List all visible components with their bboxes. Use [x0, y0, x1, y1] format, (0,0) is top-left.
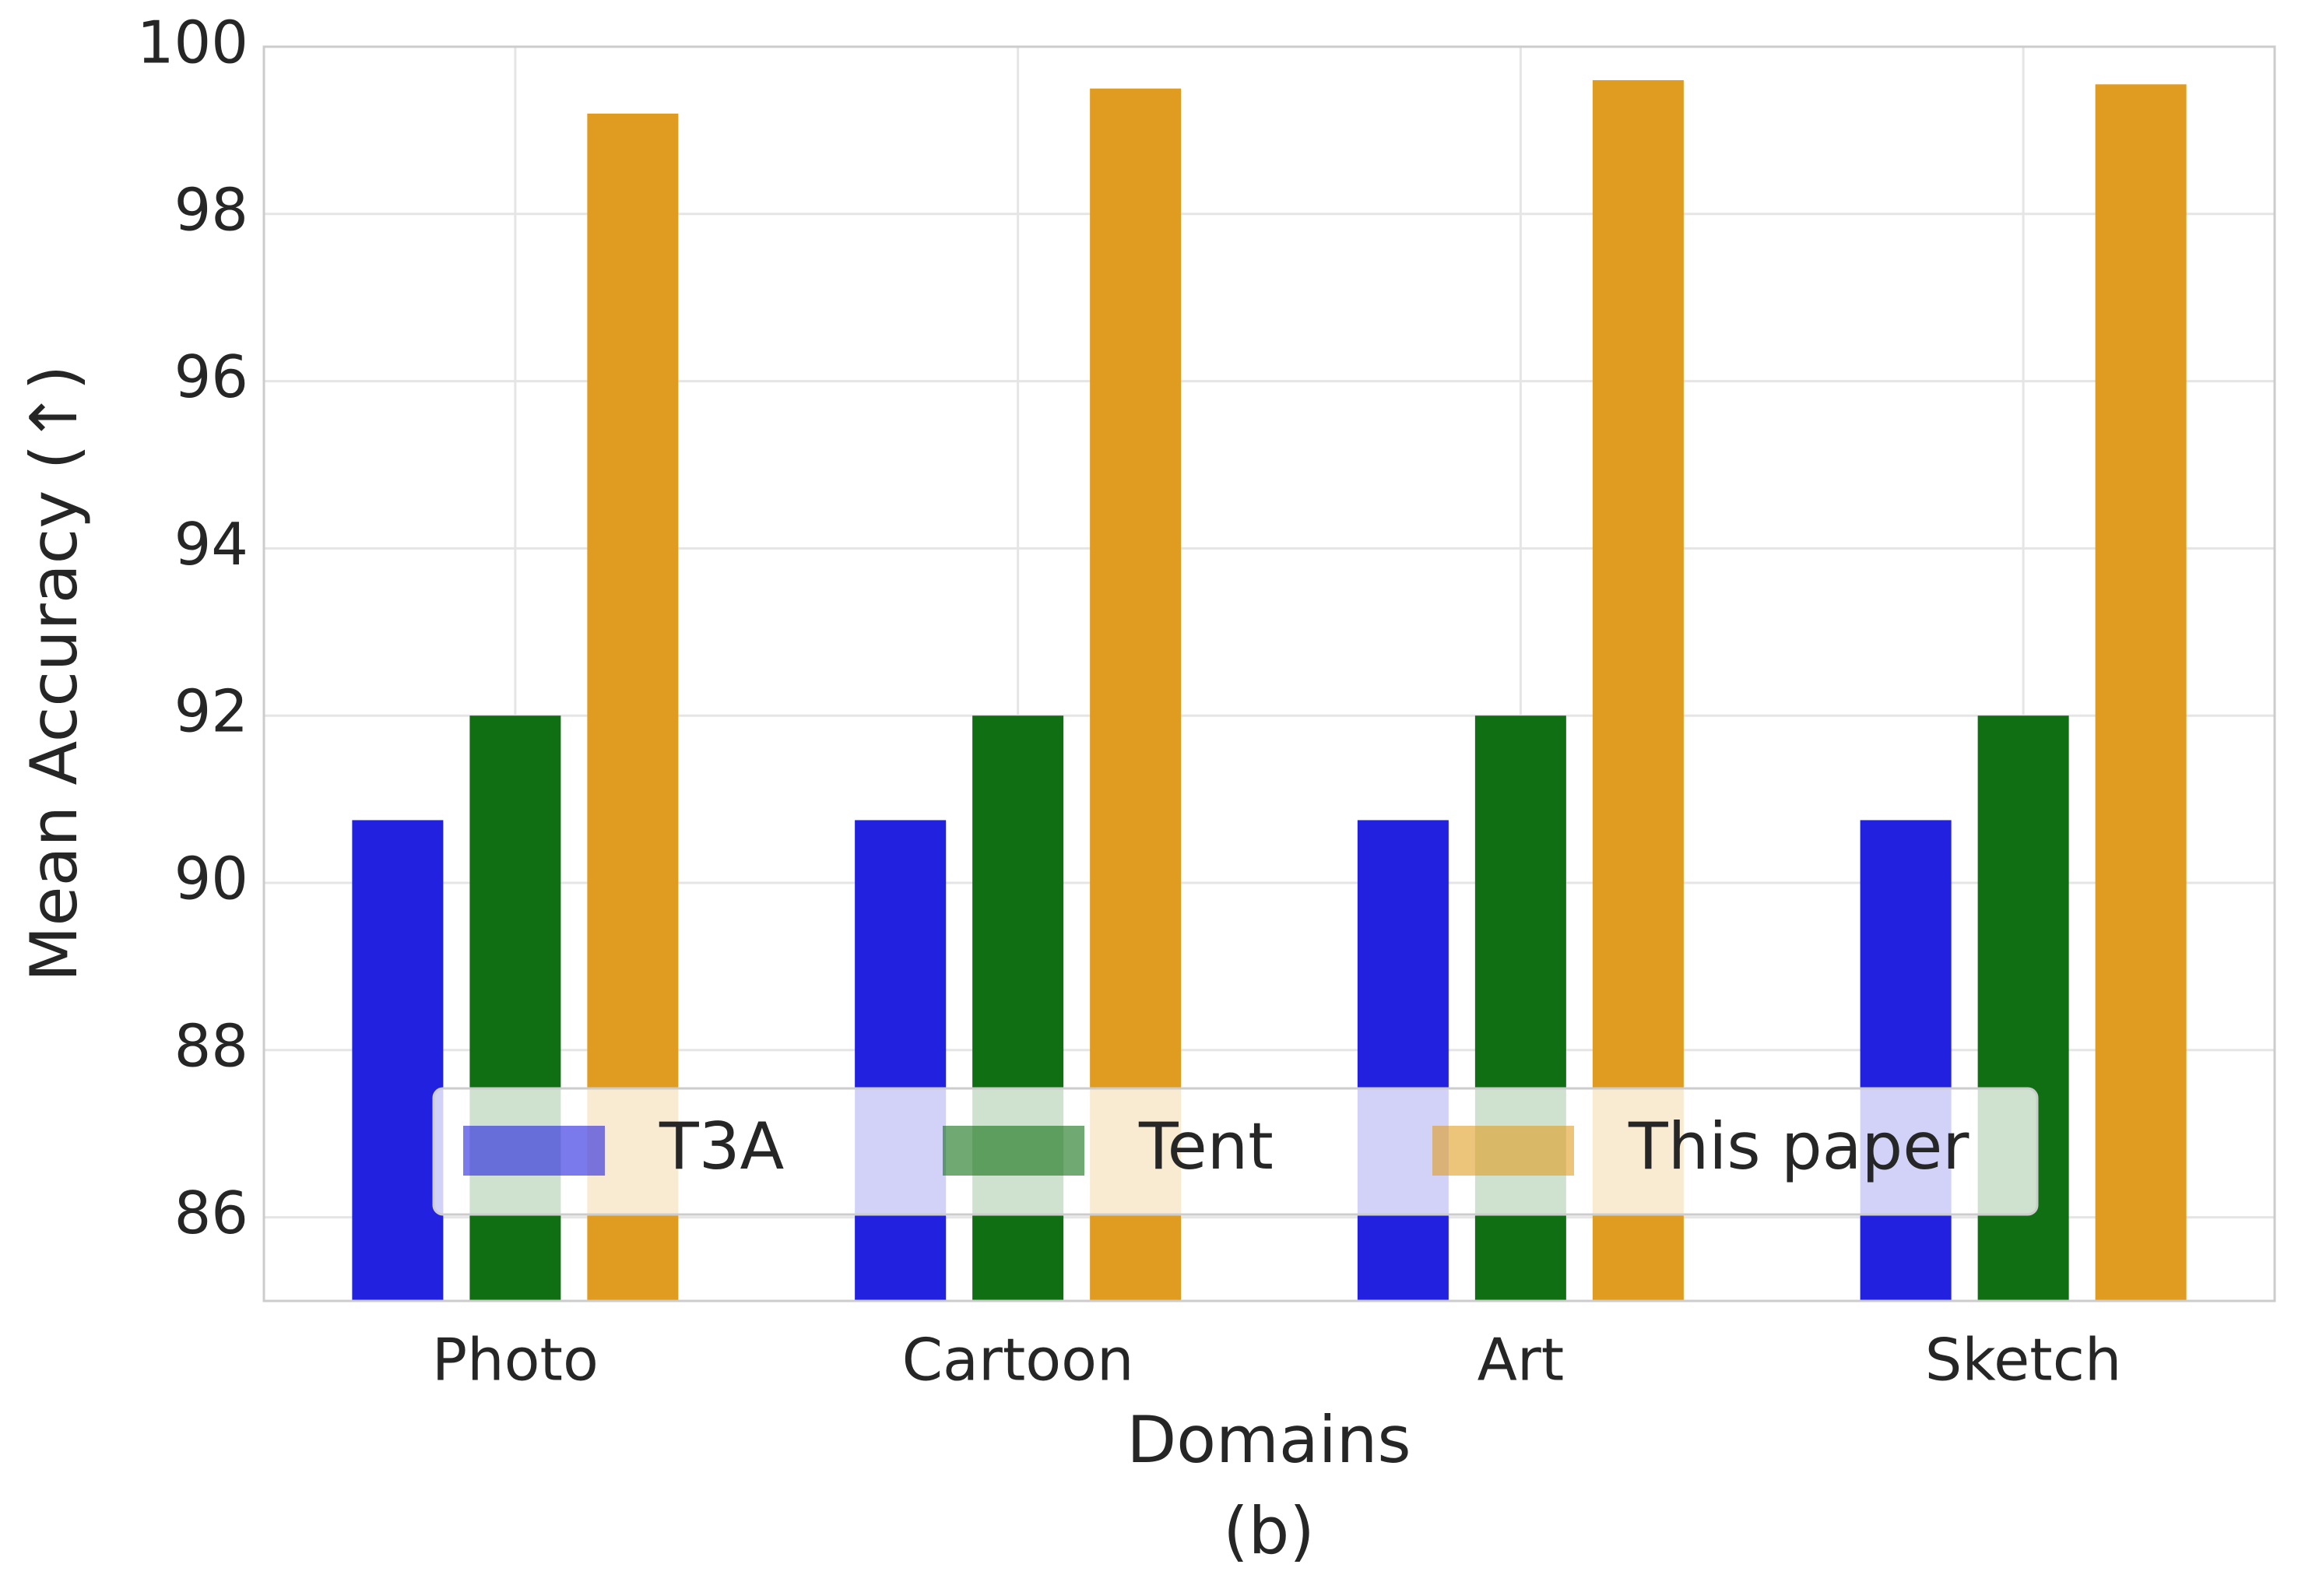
x-axis-label: Domains — [1126, 1402, 1411, 1478]
bar — [855, 820, 947, 1301]
x-tick-label: Sketch — [1925, 1326, 2122, 1394]
y-axis-label: Mean Accuracy (↑) — [16, 365, 92, 982]
bar — [352, 820, 444, 1301]
x-tick-label: Art — [1478, 1326, 1565, 1394]
y-tick-label: 86 — [174, 1179, 248, 1247]
y-tick-label: 96 — [174, 343, 248, 411]
legend-swatch — [463, 1126, 605, 1176]
legend-box — [432, 1087, 2039, 1216]
legend-label: Tent — [1138, 1109, 1274, 1184]
y-tick-label: 92 — [174, 677, 248, 746]
legend-label: T3A — [659, 1109, 785, 1184]
plot-frame — [262, 45, 2276, 1302]
y-tick-label: 94 — [174, 510, 248, 578]
legend-swatch — [943, 1126, 1084, 1176]
caption: (b) — [1223, 1493, 1314, 1569]
bar — [2095, 84, 2187, 1302]
bar — [1860, 820, 1952, 1301]
legend-swatch — [1432, 1126, 1574, 1176]
x-tick-label: Cartoon — [902, 1326, 1134, 1394]
legend: T3A Tent This paper — [432, 1087, 2039, 1216]
y-tick-label: 100 — [137, 9, 248, 77]
y-tick-label: 88 — [174, 1011, 248, 1080]
x-tick-label: Photo — [432, 1326, 599, 1394]
legend-label: This paper — [1628, 1109, 1969, 1184]
y-tick-label: 98 — [174, 175, 248, 244]
y-tick-label: 90 — [174, 845, 248, 913]
bar — [1357, 820, 1449, 1301]
